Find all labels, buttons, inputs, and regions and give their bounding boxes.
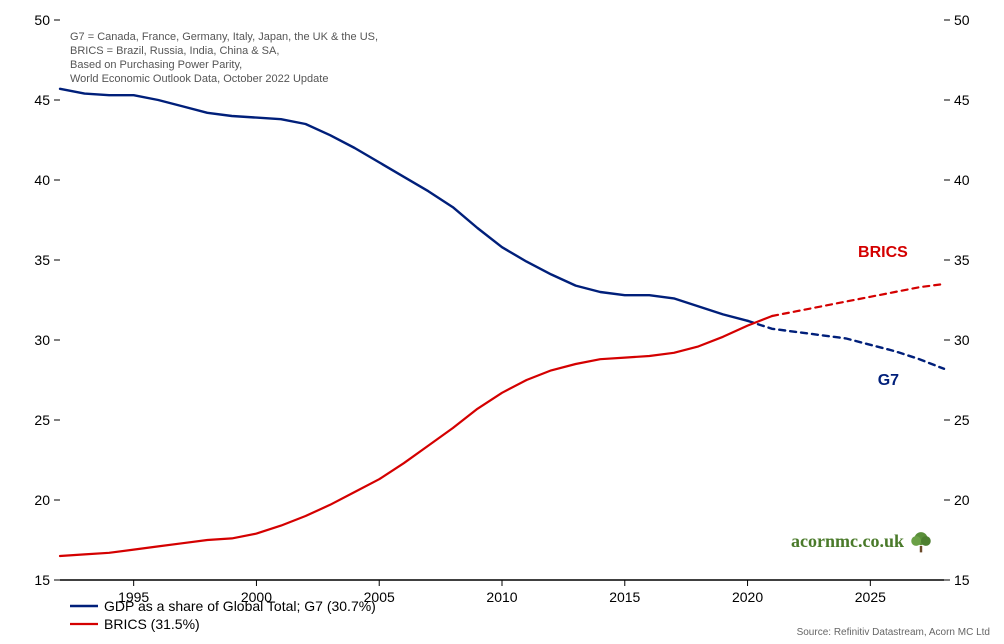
ytick-label-right: 35 — [954, 252, 970, 268]
source-text: Source: Refinitiv Datastream, Acorn MC L… — [797, 627, 990, 638]
ytick-label-right: 50 — [954, 12, 970, 28]
chart-note-line: G7 = Canada, France, Germany, Italy, Jap… — [70, 31, 378, 43]
tree-icon — [908, 528, 934, 554]
ytick-label-right: 15 — [954, 572, 970, 588]
ytick-label-left: 50 — [34, 12, 50, 28]
inline-label-brics: BRICS — [858, 244, 908, 261]
watermark: acornmc.co.uk — [791, 528, 934, 554]
ytick-label-left: 15 — [34, 572, 50, 588]
ytick-label-right: 30 — [954, 332, 970, 348]
chart-note-line: BRICS = Brazil, Russia, India, China & S… — [70, 45, 279, 57]
ytick-label-right: 45 — [954, 92, 970, 108]
ytick-label-left: 25 — [34, 412, 50, 428]
ytick-label-left: 40 — [34, 172, 50, 188]
ytick-label-left: 45 — [34, 92, 50, 108]
ytick-label-left: 35 — [34, 252, 50, 268]
xtick-label: 2025 — [855, 589, 886, 605]
xtick-label: 2010 — [486, 589, 517, 605]
ytick-label-right: 20 — [954, 492, 970, 508]
xtick-label: 2020 — [732, 589, 763, 605]
chart-note-line: Based on Purchasing Power Parity, — [70, 59, 242, 71]
ytick-label-left: 20 — [34, 492, 50, 508]
ytick-label-right: 40 — [954, 172, 970, 188]
legend-text-g7: GDP as a share of Global Total; G7 (30.7… — [104, 598, 376, 614]
ytick-label-left: 30 — [34, 332, 50, 348]
ytick-label-right: 25 — [954, 412, 970, 428]
chart-note-line: World Economic Outlook Data, October 202… — [70, 73, 328, 85]
xtick-label: 2015 — [609, 589, 640, 605]
legend-text-brics: BRICS (31.5%) — [104, 616, 200, 632]
watermark-text: acornmc.co.uk — [791, 531, 904, 552]
inline-label-g7: G7 — [878, 372, 899, 389]
